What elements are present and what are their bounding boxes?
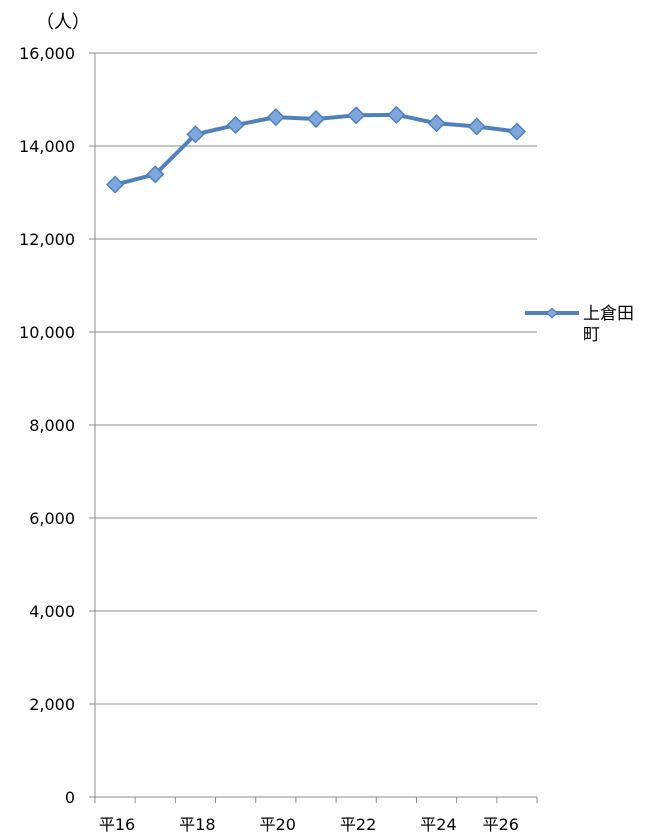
- x-tick-label: 平16: [99, 815, 135, 834]
- data-point: [507, 122, 526, 141]
- data-point: [226, 116, 245, 135]
- x-tick-label: 平20: [260, 815, 296, 834]
- y-tick-label: 0: [65, 788, 75, 807]
- legend-label: 上倉田: [583, 304, 634, 324]
- y-axis-unit-label: （人）: [36, 12, 90, 33]
- series-group: [106, 105, 526, 194]
- y-tick-label: 16,000: [19, 44, 75, 63]
- x-tick-label: 平24: [420, 815, 456, 834]
- y-tick-label: 6,000: [29, 509, 75, 528]
- legend-label: 町: [583, 325, 600, 345]
- x-tick-label: 平18: [179, 815, 215, 834]
- data-point: [467, 117, 486, 136]
- x-tick-label: 平26: [483, 815, 519, 834]
- data-point: [347, 106, 366, 125]
- data-point: [266, 108, 285, 127]
- data-point: [146, 165, 165, 184]
- gridlines: [89, 52, 537, 798]
- y-axis-tick-labels: 0 2,000 4,000 6,000 8,000 10,000 12,000 14,000 1…: [19, 44, 75, 807]
- axes: [94, 53, 538, 803]
- y-tick-label: 8,000: [29, 416, 75, 435]
- y-tick-label: 4,000: [29, 602, 75, 621]
- data-point: [387, 105, 406, 124]
- data-point: [427, 114, 446, 133]
- data-point: [306, 109, 326, 129]
- y-tick-label: 10,000: [19, 323, 75, 342]
- y-tick-label: 14,000: [19, 137, 75, 156]
- legend-marker: [546, 307, 558, 319]
- y-tick-label: 12,000: [19, 230, 75, 249]
- x-axis-tick-labels: 平16 平18 平20 平22 平24 平26: [99, 815, 519, 834]
- x-tick-label: 平22: [340, 815, 376, 834]
- data-point: [106, 175, 125, 194]
- y-tick-label: 2,000: [29, 695, 75, 714]
- data-point: [186, 125, 205, 144]
